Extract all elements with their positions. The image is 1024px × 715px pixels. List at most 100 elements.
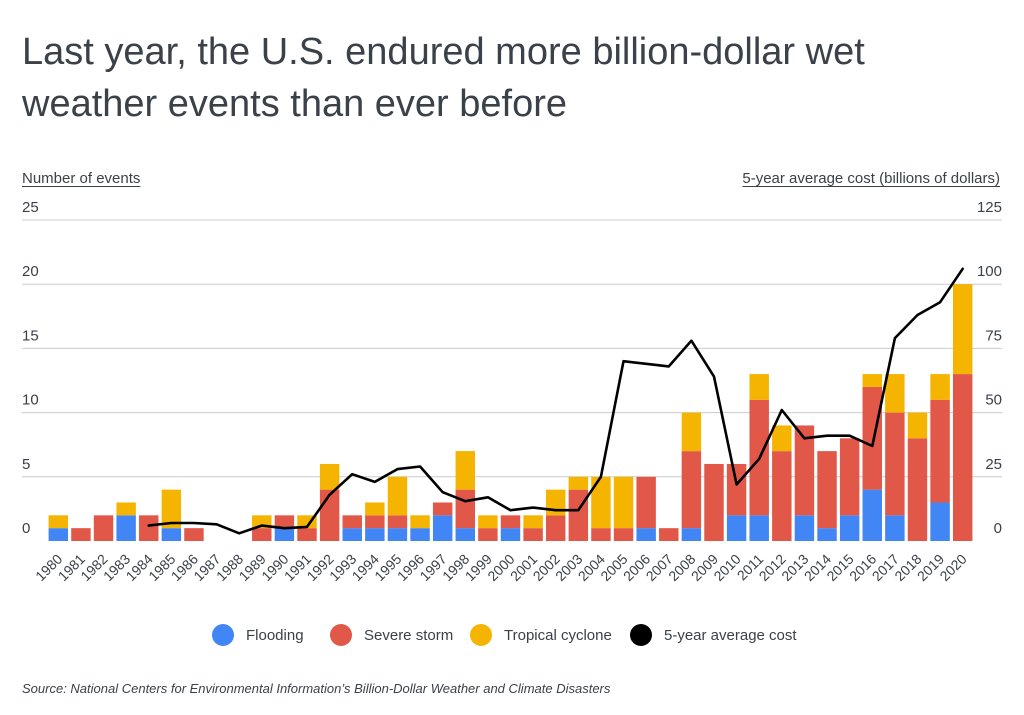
left-axis-title: Number of events	[22, 170, 141, 187]
bar-tropical-cyclone-1994	[365, 502, 385, 516]
bar-severe-storm-2001	[523, 528, 543, 541]
legend-item: 5-year average cost	[630, 624, 797, 646]
legend-swatch	[630, 624, 652, 646]
bar-severe-storm-2017	[885, 412, 905, 516]
bar-severe-storm-2019	[930, 399, 950, 503]
bar-severe-storm-2004	[591, 528, 611, 541]
bar-tropical-cyclone-1998	[455, 451, 476, 490]
bar-flooding-1995	[387, 528, 408, 541]
bar-tropical-cyclone-1995	[387, 476, 408, 516]
right-tick-label: 25	[985, 456, 1002, 473]
bar-severe-storm-2006	[636, 476, 656, 529]
bar-tropical-cyclone-1999	[478, 515, 498, 529]
source-note: Source: National Centers for Environment…	[22, 681, 611, 696]
bar-severe-storm-1986	[184, 528, 204, 541]
legend-swatch	[470, 624, 492, 646]
bar-tropical-cyclone-1985	[161, 489, 182, 529]
bar-severe-storm-1998	[455, 489, 476, 529]
bar-severe-storm-1990	[274, 515, 295, 529]
bar-tropical-cyclone-2019	[930, 374, 950, 400]
right-tick-label: 75	[985, 327, 1002, 344]
bar-severe-storm-2000	[500, 515, 521, 529]
bar-flooding-2013	[794, 515, 815, 541]
bar-flooding-2010	[726, 515, 747, 541]
bar-severe-storm-1992	[319, 489, 340, 541]
bar-flooding-2006	[636, 528, 656, 541]
bar-flooding-1994	[365, 528, 385, 541]
bar-flooding-1990	[274, 528, 295, 541]
bar-severe-storm-1999	[478, 528, 498, 541]
bar-flooding-1996	[410, 528, 430, 541]
left-tick-label: 5	[22, 456, 30, 473]
bar-tropical-cyclone-2011	[749, 374, 769, 400]
x-tick-label: 2020	[936, 551, 969, 584]
left-tick-label: 10	[22, 392, 39, 409]
bar-tropical-cyclone-1996	[410, 515, 430, 529]
left-tick-label: 25	[22, 199, 39, 216]
legend-swatch	[330, 624, 352, 646]
chart-title: Last year, the U.S. endured more billion…	[22, 31, 865, 125]
right-tick-label: 50	[985, 392, 1002, 409]
bar-severe-storm-1993	[342, 515, 362, 529]
bar-severe-storm-1981	[71, 528, 91, 541]
bar-severe-storm-1997	[432, 502, 453, 516]
bar-severe-storm-2007	[659, 528, 679, 541]
chart-legend: Flooding Severe storm Tropical cyclone 5-ye…	[0, 624, 1024, 654]
bar-tropical-cyclone-2018	[907, 412, 928, 439]
bar-severe-storm-2010	[726, 463, 747, 516]
bar-tropical-cyclone-1980	[48, 515, 69, 529]
bar-tropical-cyclone-2016	[862, 374, 882, 387]
bar-severe-storm-1989	[252, 528, 272, 541]
legend-swatch	[212, 624, 234, 646]
bar-severe-storm-2014	[817, 451, 837, 529]
bar-severe-storm-2003	[568, 489, 589, 541]
bar-flooding-1985	[161, 528, 182, 541]
right-tick-label: 100	[977, 263, 1002, 280]
bar-flooding-2016	[862, 489, 882, 541]
bar-severe-storm-1984	[139, 515, 159, 541]
bar-tropical-cyclone-1983	[116, 502, 136, 516]
bar-flooding-1998	[455, 528, 476, 541]
bar-severe-storm-2013	[794, 425, 815, 516]
bar-tropical-cyclone-1992	[319, 463, 340, 490]
bar-severe-storm-1994	[365, 515, 385, 529]
legend-item: Severe storm	[330, 624, 453, 646]
bar-severe-storm-1991	[297, 528, 317, 541]
left-tick-label: 20	[22, 263, 39, 280]
bar-severe-storm-2009	[704, 463, 724, 541]
bar-flooding-2019	[930, 502, 950, 541]
line-5-year-average-cost	[147, 267, 965, 535]
bar-tropical-cyclone-2008	[681, 412, 702, 452]
legend-item: Tropical cyclone	[470, 624, 612, 646]
legend-label: Tropical cyclone	[504, 626, 612, 644]
bar-severe-storm-1982	[93, 515, 114, 541]
right-axis-title: 5-year average cost (billions of dollars…	[742, 170, 1000, 187]
bar-tropical-cyclone-2001	[523, 515, 543, 529]
bar-flooding-1997	[432, 515, 453, 541]
bar-tropical-cyclone-2005	[613, 476, 634, 529]
bar-tropical-cyclone-2012	[772, 425, 792, 452]
bar-flooding-1983	[116, 515, 136, 541]
right-tick-label: 125	[977, 199, 1002, 216]
bar-severe-storm-2012	[772, 451, 792, 541]
bar-flooding-2017	[885, 515, 905, 541]
bar-flooding-2014	[817, 528, 837, 541]
bar-severe-storm-2002	[545, 515, 566, 541]
bar-tropical-cyclone-2003	[568, 476, 589, 490]
bar-severe-storm-2005	[613, 528, 634, 541]
bar-severe-storm-2016	[862, 386, 882, 490]
left-tick-label: 0	[22, 520, 30, 537]
bar-flooding-2015	[839, 515, 860, 541]
bar-severe-storm-2008	[681, 451, 702, 529]
legend-label: Flooding	[246, 626, 304, 644]
bar-tropical-cyclone-2017	[885, 374, 905, 413]
bar-flooding-2011	[749, 515, 769, 541]
bar-flooding-2008	[681, 528, 702, 541]
bar-tropical-cyclone-2020	[952, 284, 973, 375]
right-tick-label: 0	[994, 520, 1002, 537]
bar-flooding-1980	[48, 528, 69, 541]
bar-severe-storm-1995	[387, 515, 408, 529]
legend-item: Flooding	[212, 624, 304, 646]
legend-label: Severe storm	[364, 626, 454, 644]
